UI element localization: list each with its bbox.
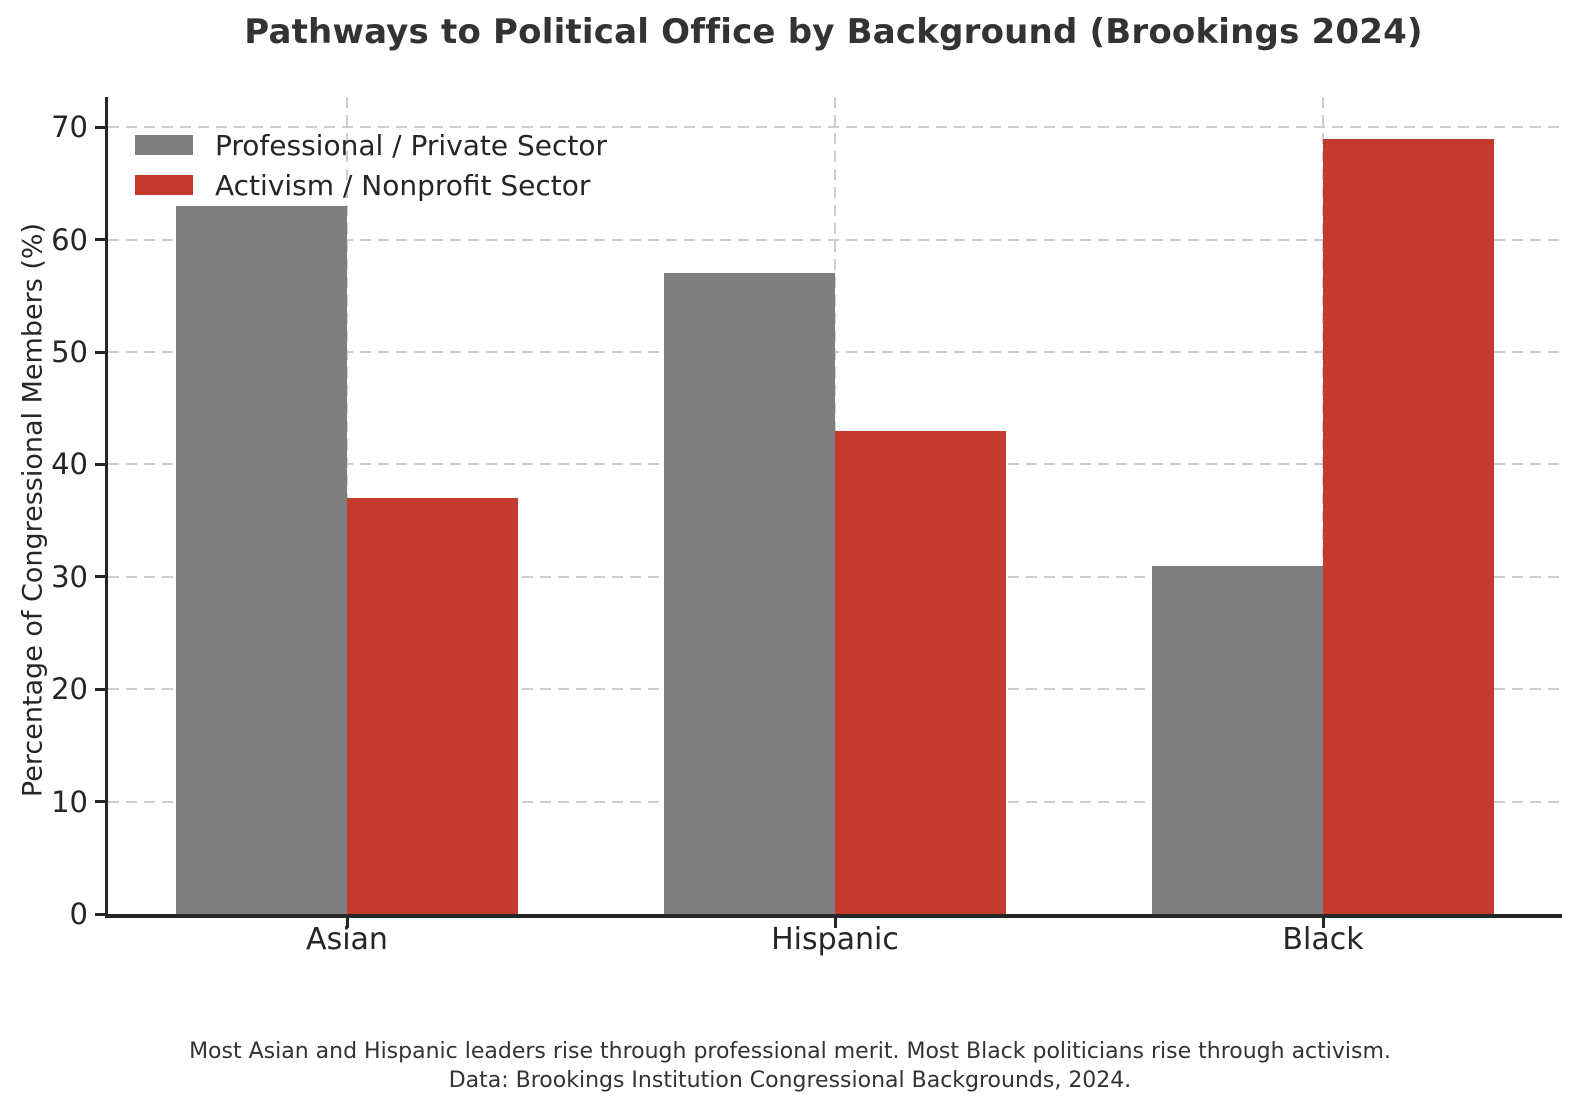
x-tick-label-hispanic: Hispanic (771, 922, 899, 957)
bar-asian-professional-private-sector (176, 206, 347, 914)
legend-row-activism-nonprofit-sector: Activism / Nonprofit Sector (135, 165, 607, 205)
caption-line-2: Data: Brookings Institution Congressiona… (448, 1068, 1132, 1093)
bar-asian-activism-nonprofit-sector (347, 498, 518, 914)
y-tick-40 (95, 462, 105, 466)
plot-area (108, 97, 1560, 914)
legend-row-professional-private-sector: Professional / Private Sector (135, 125, 607, 165)
legend-swatch-professional-private-sector (135, 135, 193, 155)
y-tick-label-10: 10 (51, 784, 88, 819)
legend-swatch-activism-nonprofit-sector (135, 175, 193, 195)
bar-hispanic-professional-private-sector (664, 273, 835, 914)
y-tick-label-70: 70 (51, 110, 88, 145)
legend-label-professional-private-sector: Professional / Private Sector (215, 128, 608, 162)
bar-black-activism-nonprofit-sector (1323, 139, 1494, 914)
x-tick-hispanic (833, 918, 837, 928)
x-tick-black (1321, 918, 1325, 928)
legend: Professional / Private Sector Activism / … (135, 125, 607, 205)
bar-black-professional-private-sector (1152, 566, 1323, 914)
bar-hispanic-activism-nonprofit-sector (835, 431, 1006, 914)
y-tick-20 (95, 687, 105, 691)
y-tick-50 (95, 350, 105, 354)
y-tick-label-50: 50 (51, 335, 88, 370)
y-tick-30 (95, 575, 105, 579)
y-tick-0 (95, 912, 105, 916)
y-tick-70 (95, 125, 105, 129)
chart-title: Pathways to Political Office by Backgrou… (244, 12, 1423, 52)
y-tick-label-30: 30 (51, 559, 88, 594)
x-axis-spine (105, 914, 1562, 918)
x-tick-label-black: Black (1282, 922, 1364, 957)
x-tick-label-asian: Asian (306, 922, 388, 957)
y-tick-60 (95, 238, 105, 242)
legend-label-activism-nonprofit-sector: Activism / Nonprofit Sector (215, 168, 591, 202)
y-axis-label: Percentage of Congressional Members (%) (17, 222, 49, 798)
caption: Most Asian and Hispanic leaders rise thr… (0, 1037, 1580, 1095)
caption-line-1: Most Asian and Hispanic leaders rise thr… (189, 1039, 1391, 1064)
y-axis-spine (105, 97, 108, 918)
y-tick-10 (95, 800, 105, 804)
y-tick-label-20: 20 (51, 672, 88, 707)
y-tick-label-40: 40 (51, 447, 88, 482)
y-tick-label-60: 60 (51, 222, 88, 257)
x-tick-asian (345, 918, 349, 928)
y-tick-label-0: 0 (69, 897, 88, 931)
